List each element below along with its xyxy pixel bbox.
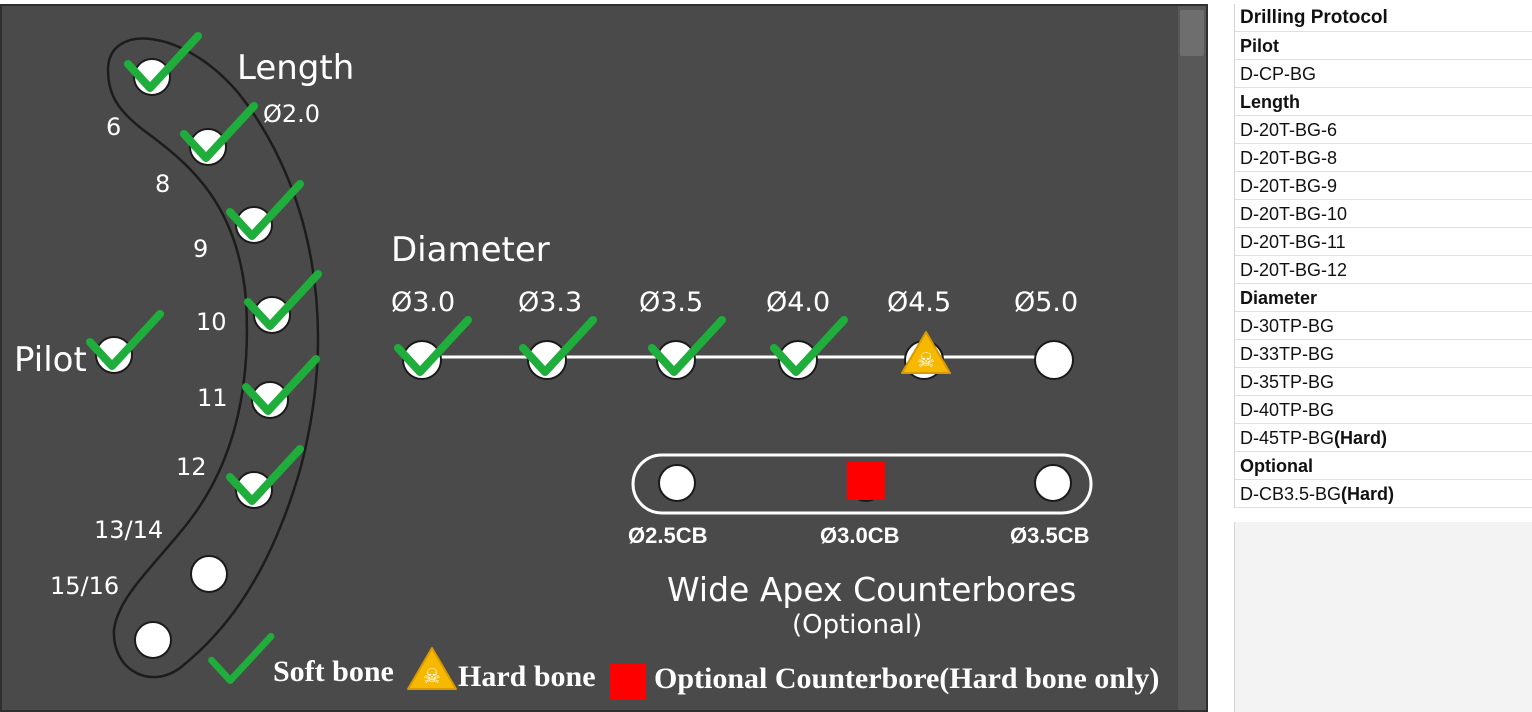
sheet-row[interactable]: D-CP-BG bbox=[1235, 60, 1532, 88]
diameter-label-3-3: Ø3.3 bbox=[518, 287, 583, 318]
length-label-13-14: 13/14 bbox=[94, 516, 164, 544]
diameter-label-3-5: Ø3.5 bbox=[639, 287, 704, 318]
vertical-scrollbar[interactable] bbox=[1178, 6, 1206, 710]
sheet-cell-text: D-45TP-BG bbox=[1240, 428, 1335, 448]
drilling-protocol-sheet: Drilling Protocol Pilot D-CP-BG Length D-20… bbox=[1234, 4, 1532, 508]
length-drill-circle bbox=[134, 621, 172, 659]
length-soft-check bbox=[244, 270, 322, 330]
counterbore-track bbox=[631, 453, 1093, 515]
sheet-row[interactable]: D-20T-BG-8 bbox=[1235, 144, 1532, 172]
length-soft-check bbox=[242, 355, 320, 415]
sheet-row[interactable]: D-CB3.5-BG(Hard) bbox=[1235, 480, 1532, 508]
sheet-cell-text: D-20T-BG-6 bbox=[1240, 120, 1338, 140]
length-label-10: 10 bbox=[196, 308, 227, 336]
sheet-title: Drilling Protocol bbox=[1235, 4, 1532, 32]
sheet-cell-text: D-20T-BG-11 bbox=[1240, 232, 1346, 252]
diameter-soft-check bbox=[648, 316, 726, 376]
counterbore-label-3-5: Ø3.5CB bbox=[1010, 523, 1090, 548]
pilot-soft-check bbox=[86, 310, 164, 370]
sheet-section-header[interactable]: Optional bbox=[1235, 452, 1532, 480]
sheet-row[interactable]: D-30TP-BG bbox=[1235, 312, 1532, 340]
counterbore-label-3-0: Ø3.0CB bbox=[820, 523, 900, 548]
diameter-label-4-5: Ø4.5 bbox=[887, 287, 952, 318]
sheet-row[interactable]: D-35TP-BG bbox=[1235, 368, 1532, 396]
length-title: Length bbox=[237, 48, 355, 88]
length-soft-check bbox=[180, 102, 258, 162]
sheet-row[interactable]: D-33TP-BG bbox=[1235, 340, 1532, 368]
legend-soft-label: Soft bone bbox=[273, 655, 394, 688]
legend-optional-label: Optional Counterbore(Hard bone only) bbox=[654, 662, 1160, 695]
diameter-soft-check bbox=[519, 316, 597, 376]
sheet-row[interactable]: D-20T-BG-10 bbox=[1235, 200, 1532, 228]
counterbore-title: Wide Apex Counterbores bbox=[667, 570, 1077, 609]
sheet-cell-text: D-20T-BG-9 bbox=[1240, 176, 1338, 196]
legend-soft-check-icon bbox=[208, 633, 275, 684]
length-soft-check bbox=[226, 180, 304, 240]
counterbore-subtitle: (Optional) bbox=[792, 610, 923, 640]
length-label-9: 9 bbox=[193, 235, 209, 263]
svg-text:☠: ☠ bbox=[423, 664, 441, 688]
sheet-cell-text: D-20T-BG-8 bbox=[1240, 148, 1338, 168]
length-drill-circle bbox=[190, 555, 228, 593]
sheet-cell-text: D-40TP-BG bbox=[1240, 400, 1335, 420]
sheet-cell-text: Optional bbox=[1240, 456, 1313, 476]
length-drill-track bbox=[106, 37, 320, 679]
sheet-section-header[interactable]: Length bbox=[1235, 88, 1532, 116]
sheet-cell-text: D-20T-BG-10 bbox=[1240, 204, 1348, 224]
sheet-section-header[interactable]: Diameter bbox=[1235, 284, 1532, 312]
diameter-soft-check bbox=[770, 316, 848, 376]
counterbore-circle bbox=[1034, 464, 1072, 502]
sheet-cell-text: D-30TP-BG bbox=[1240, 316, 1335, 336]
sheet-cell-text: D-CP-BG bbox=[1240, 64, 1316, 84]
length-label-15-16: 15/16 bbox=[50, 572, 120, 600]
sheet-row[interactable]: D-45TP-BG(Hard) bbox=[1235, 424, 1532, 452]
legend-optional-square-icon bbox=[610, 664, 646, 700]
diameter-label-4-0: Ø4.0 bbox=[766, 287, 831, 318]
legend-hard-label: Hard bone bbox=[458, 660, 596, 693]
length-soft-check bbox=[124, 32, 202, 92]
length-label-12: 12 bbox=[176, 453, 207, 481]
drill-sequence-diagram: ☠☠ bbox=[86, 32, 1093, 700]
diameter-soft-check bbox=[394, 316, 472, 376]
counterbore-optional-marker bbox=[847, 462, 885, 500]
sheet-cell-text: Diameter bbox=[1240, 288, 1318, 308]
diameter-hard-warning-icon: ☠ bbox=[901, 331, 951, 374]
sheet-cell-text: D-33TP-BG bbox=[1240, 344, 1335, 364]
sheet-cell-text: D-35TP-BG bbox=[1240, 372, 1335, 392]
sheet-row[interactable]: D-20T-BG-11 bbox=[1235, 228, 1532, 256]
counterbore-circle bbox=[658, 464, 696, 502]
svg-text:☠: ☠ bbox=[917, 348, 935, 372]
pilot-label: Pilot bbox=[14, 340, 87, 380]
sheet-row[interactable]: D-40TP-BG bbox=[1235, 396, 1532, 424]
diameter-label-3-0: Ø3.0 bbox=[391, 287, 456, 318]
diameter-title: Diameter bbox=[391, 230, 550, 270]
sheet-cell-text: D-20T-BG-12 bbox=[1240, 260, 1348, 280]
length-soft-check bbox=[226, 445, 304, 505]
sheet-section-header[interactable]: Pilot bbox=[1235, 32, 1532, 60]
counterbore-label-2-5: Ø2.5CB bbox=[628, 523, 708, 548]
sheet-cell-suffix: (Hard) bbox=[1341, 484, 1395, 504]
sheet-empty-area bbox=[1234, 522, 1532, 712]
length-label-11: 11 bbox=[197, 384, 228, 412]
sheet-cell-text: Pilot bbox=[1240, 36, 1279, 56]
length-diameter-label: Ø2.0 bbox=[263, 100, 321, 128]
length-label-8: 8 bbox=[155, 170, 171, 198]
legend-hard-warning-icon: ☠ bbox=[407, 647, 457, 690]
sheet-cell-suffix: (Hard) bbox=[1334, 428, 1388, 448]
sheet-row[interactable]: D-20T-BG-9 bbox=[1235, 172, 1532, 200]
sheet-cell-text: Length bbox=[1240, 92, 1300, 112]
sheet-row[interactable]: D-20T-BG-6 bbox=[1235, 116, 1532, 144]
diameter-label-5-0: Ø5.0 bbox=[1014, 287, 1079, 318]
length-label-6: 6 bbox=[106, 113, 122, 141]
sheet-cell-text: D-CB3.5-BG bbox=[1240, 484, 1342, 504]
sheet-row[interactable]: D-20T-BG-12 bbox=[1235, 256, 1532, 284]
scrollbar-thumb[interactable] bbox=[1180, 10, 1204, 56]
diameter-drill-circle bbox=[1034, 340, 1074, 380]
